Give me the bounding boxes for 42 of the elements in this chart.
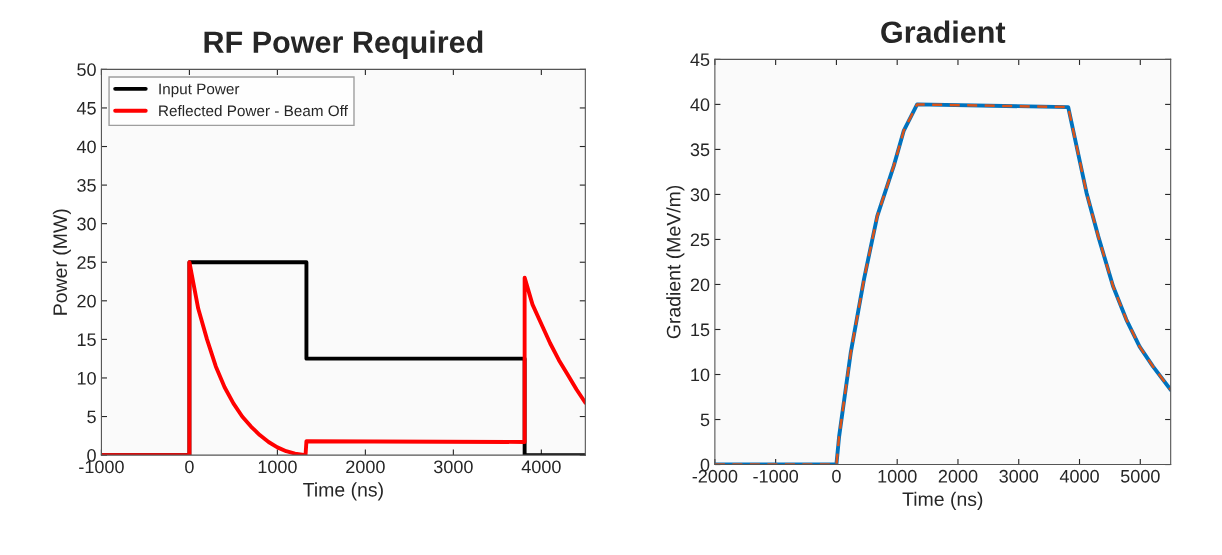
y-tick-label: 25	[690, 233, 710, 247]
x-tick-label: 0	[832, 469, 841, 483]
chart-title: Gradient	[881, 20, 1006, 44]
y-tick-label: 45	[690, 53, 710, 67]
x-tick-label: -1000	[753, 469, 799, 483]
x-tick-label: 3000	[433, 460, 473, 474]
y-tick-label: 0	[87, 449, 96, 462]
y-tick-label: 10	[691, 368, 710, 382]
x-tick-label: -1000	[79, 460, 124, 474]
x-tick-label: 5000	[1120, 469, 1160, 483]
x-tick-label: 3000	[999, 469, 1039, 483]
y-tick-label: 10	[77, 371, 96, 385]
legend-label: Reflected Power - Beam Off	[159, 105, 348, 117]
y-tick-label: 25	[77, 256, 96, 269]
y-tick-label: 15	[691, 323, 710, 337]
x-tick-label: 2000	[346, 460, 385, 474]
x-tick-label: 1000	[878, 469, 917, 483]
y-axis-title: Gradient (MeV/m)	[666, 185, 685, 339]
y-tick-label: 35	[77, 179, 96, 192]
x-tick-label: 0	[185, 460, 194, 474]
y-tick-label: 5	[87, 410, 96, 424]
x-tick-label: -2000	[692, 469, 738, 483]
y-tick-label: 50	[77, 63, 96, 77]
x-tick-label: 2000	[938, 469, 978, 483]
y-tick-label: 40	[690, 98, 710, 112]
x-axis-title: Time (ns)	[303, 482, 383, 501]
y-tick-label: 5	[700, 413, 710, 427]
y-tick-label: 15	[77, 333, 96, 347]
y-tick-label: 35	[690, 143, 710, 157]
y-tick-label: 20	[690, 278, 710, 292]
x-axis-title: Time (ns)	[902, 491, 983, 510]
legend-label: Input Power	[159, 83, 240, 98]
x-tick-label: 4000	[521, 460, 561, 474]
x-tick-label: 1000	[258, 460, 297, 474]
y-axis-title: Power (MW)	[52, 209, 71, 315]
y-tick-label: 20	[77, 294, 96, 308]
y-tick-label: 40	[76, 140, 96, 154]
y-tick-label: 30	[77, 217, 96, 231]
y-tick-label: 45	[76, 102, 96, 115]
y-tick-label: 30	[690, 188, 710, 202]
x-tick-label: 4000	[1059, 469, 1099, 483]
chart-title: RF Power Required	[204, 30, 483, 60]
